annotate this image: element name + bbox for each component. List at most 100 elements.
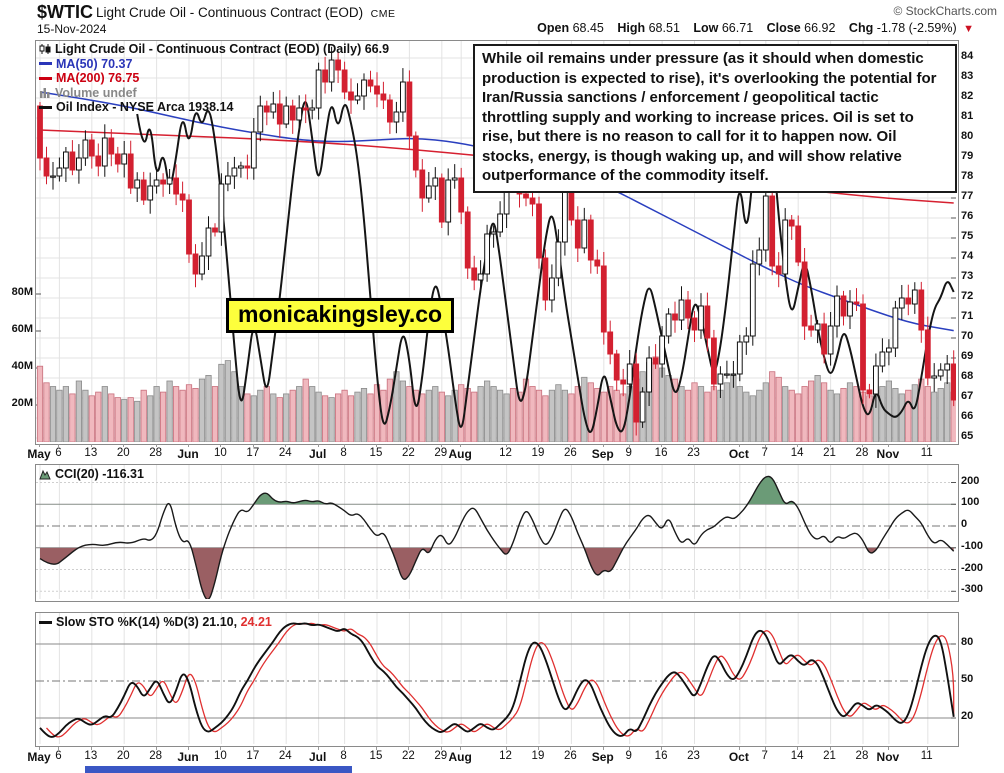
x-tick-mark	[375, 747, 377, 750]
x-axis-label: 26	[563, 750, 577, 762]
x-axis-label: Sep	[591, 447, 614, 461]
x-axis-label: May	[27, 750, 51, 764]
x-tick-mark	[220, 747, 222, 750]
legend-ma200-row: MA(200) 76.75	[39, 71, 389, 86]
x-axis-label: 12	[499, 750, 512, 762]
price-axis-label: 81	[961, 110, 974, 122]
x-tick-mark	[408, 444, 410, 447]
cci-axis-label: -300	[961, 583, 984, 596]
x-axis-label: 6	[55, 750, 62, 762]
x-axis-label: Nov	[876, 447, 900, 461]
x-axis-label: 22	[401, 447, 415, 459]
x-tick-mark	[570, 747, 572, 750]
price-axis-label: 68	[961, 370, 974, 382]
x-tick-mark	[693, 444, 695, 447]
x-axis-label: 22	[401, 750, 415, 762]
x-axis-label: 14	[790, 447, 804, 459]
x-tick-mark	[90, 747, 92, 750]
x-tick-mark	[440, 444, 442, 447]
x-axis-label: 6	[55, 447, 62, 459]
cci-grid	[36, 465, 956, 599]
watermark-badge: monicakingsley.co	[226, 298, 455, 333]
legend-price-row: Light Crude Oil - Continuous Contract (E…	[39, 42, 389, 57]
x-axis-label: 19	[531, 447, 545, 459]
x-tick-mark	[123, 444, 125, 447]
price-axis-label: 80	[961, 130, 974, 142]
x-axis-label: 16	[654, 750, 668, 762]
x-axis-label: Aug	[448, 750, 472, 764]
volume-axis-label: 60M	[11, 323, 33, 335]
x-tick-mark	[738, 444, 740, 447]
price-legend: Light Crude Oil - Continuous Contract (E…	[39, 42, 389, 115]
x-tick-mark	[887, 444, 889, 447]
x-tick-mark	[505, 444, 507, 447]
x-tick-mark	[661, 747, 663, 750]
x-axis-main: May 6 13 20 28 Jun 10 17 24 Jul 8 15 22 29 Aug 12 19 26 Se…	[0, 444, 1004, 462]
cci-negative-fill	[40, 547, 954, 599]
legend-volume-row: Volume undef	[39, 86, 389, 101]
sto-k-line	[39, 622, 955, 738]
x-axis-label: 24	[278, 447, 292, 459]
x-axis-label: 17	[246, 447, 260, 459]
x-axis-label: 28	[149, 750, 163, 762]
x-tick-mark	[123, 747, 125, 750]
x-axis-label: Jun	[177, 750, 199, 764]
x-axis-label: 13	[84, 750, 98, 762]
x-tick-mark	[188, 747, 190, 750]
x-axis-label: 7	[761, 750, 768, 762]
price-axis-label: 71	[961, 310, 974, 322]
sto-axis-label: 80	[961, 636, 974, 648]
price-axis-label: 84	[961, 50, 974, 62]
x-tick-mark	[602, 444, 604, 447]
price-axis-label: 72	[961, 290, 974, 302]
cci-line	[39, 475, 955, 599]
x-axis-label: 10	[214, 750, 227, 762]
quote-low: Low 66.71	[693, 21, 754, 35]
x-tick-mark	[220, 444, 222, 447]
x-tick-mark	[738, 747, 740, 750]
x-axis-label: 20	[116, 447, 130, 459]
x-axis-label: 11	[920, 750, 933, 762]
cci-canvas	[36, 465, 956, 599]
x-tick-mark	[58, 747, 60, 750]
x-axis-label: Nov	[876, 750, 900, 764]
x-tick-mark	[887, 747, 889, 750]
legend-oil-index-row: Oil Index - NYSE Arca 1938.14	[39, 100, 389, 115]
legend-oil-index-label: Oil Index - NYSE Arca 1938.14	[56, 100, 234, 114]
x-axis-label: 11	[920, 447, 933, 459]
x-axis-label: Jun	[177, 447, 199, 461]
x-tick-mark	[797, 747, 799, 750]
x-tick-mark	[926, 444, 928, 447]
cci-axis-label: 0	[961, 518, 968, 530]
x-axis-label: 28	[149, 447, 163, 459]
x-axis-label: 15	[369, 750, 383, 762]
price-axis-label: 82	[961, 90, 974, 102]
x-tick-mark	[39, 444, 40, 447]
x-tick-mark	[375, 444, 377, 447]
cci-legend: CCI(20) -116.31	[39, 467, 144, 482]
x-tick-mark	[155, 444, 157, 447]
price-axis-label: 79	[961, 150, 974, 162]
x-tick-mark	[460, 747, 462, 750]
ticker-symbol: $WTIC	[37, 2, 93, 22]
price-axis-label: 69	[961, 350, 974, 362]
legend-sto-row: Slow STO %K(14) %D(3) 21.10, 24.21	[39, 615, 272, 630]
x-tick-mark	[460, 444, 462, 447]
quote-high: High 68.51	[617, 21, 680, 35]
legend-ma50-row: MA(50) 70.37	[39, 57, 389, 72]
x-tick-mark	[90, 444, 92, 447]
x-axis-label: 12	[499, 447, 512, 459]
x-tick-mark	[317, 747, 319, 750]
cci-indicator-panel	[35, 464, 959, 602]
x-axis-label: 8	[340, 750, 347, 762]
price-axis-label: 74	[961, 250, 974, 262]
stockcharts-copyright: © StockCharts.com	[893, 4, 997, 18]
chart-title: Light Crude Oil - Continuous Contract (E…	[96, 5, 396, 20]
ma50-line-icon	[39, 62, 52, 66]
x-axis-label: 10	[214, 447, 227, 459]
price-axis-label: 65	[961, 430, 974, 442]
x-tick-mark	[764, 747, 766, 750]
x-axis-label: 9	[625, 750, 632, 762]
x-tick-mark	[829, 444, 831, 447]
